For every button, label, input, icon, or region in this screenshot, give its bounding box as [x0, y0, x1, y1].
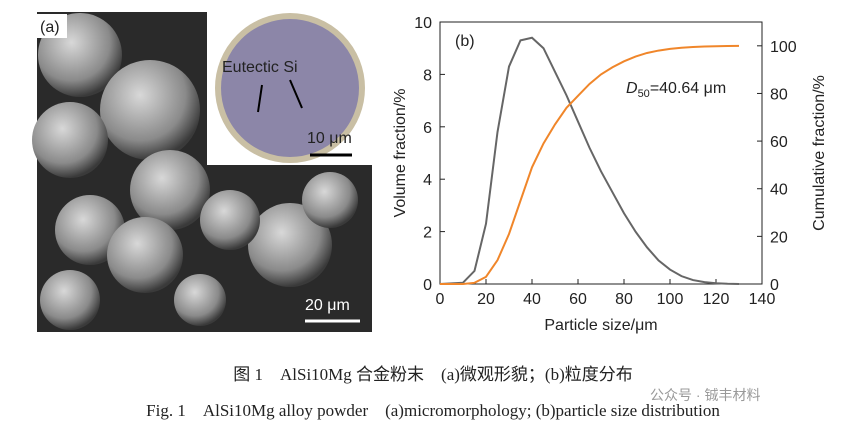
x-tick-label: 40 — [523, 291, 541, 308]
inset-label: Eutectic Si — [222, 59, 298, 76]
panel-label: (a) — [40, 19, 60, 36]
x-tick-label: 100 — [657, 291, 684, 308]
x-tick-label: 120 — [703, 291, 730, 308]
y2-tick-label: 0 — [770, 277, 779, 294]
y2-tick-label: 40 — [770, 182, 788, 199]
x-tick-label: 0 — [436, 291, 445, 308]
y-tick-label: 2 — [423, 225, 432, 242]
y-tick-label: 4 — [423, 172, 432, 189]
x-tick-label: 20 — [477, 291, 495, 308]
scale-label: 20 μm — [305, 297, 350, 314]
x-tick-label: 60 — [569, 291, 587, 308]
annotation: D50=40.64 μm — [626, 80, 726, 100]
caption-english: Fig. 1 AlSi10Mg alloy powder (a)micromor… — [146, 401, 720, 420]
y-axis-label: Volume fraction/% — [392, 89, 409, 218]
series-line — [440, 44, 740, 285]
x-tick-label: 140 — [749, 291, 776, 308]
y2-tick-label: 60 — [770, 134, 788, 151]
y-tick-label: 8 — [423, 67, 432, 84]
y2-tick-label: 100 — [770, 39, 797, 56]
watermark: 公众号 · 铖丰材料 — [650, 387, 760, 403]
y-tick-label: 6 — [423, 120, 432, 137]
y-tick-label: 0 — [423, 277, 432, 294]
x-axis-label: Particle size/μm — [544, 317, 657, 334]
y2-tick-label: 20 — [770, 229, 788, 246]
inset-scale: 10 μm — [307, 130, 352, 147]
series-line — [439, 36, 740, 285]
micrograph: (a) Eutectic Si 10 μm 20 μm — [32, 12, 372, 332]
caption-chinese: 图 1 AlSi10Mg 合金粉末 (a)微观形貌；(b)粒度分布 — [233, 365, 632, 384]
y-tick-label: 10 — [414, 15, 432, 32]
panel-label: (b) — [455, 33, 475, 50]
chart: (b) Particle size/μm Volume fraction/% C… — [392, 15, 828, 334]
x-tick-label: 80 — [615, 291, 633, 308]
y2-tick-label: 80 — [770, 86, 788, 103]
y2-axis-label: Cumulative fraction/% — [811, 75, 828, 231]
